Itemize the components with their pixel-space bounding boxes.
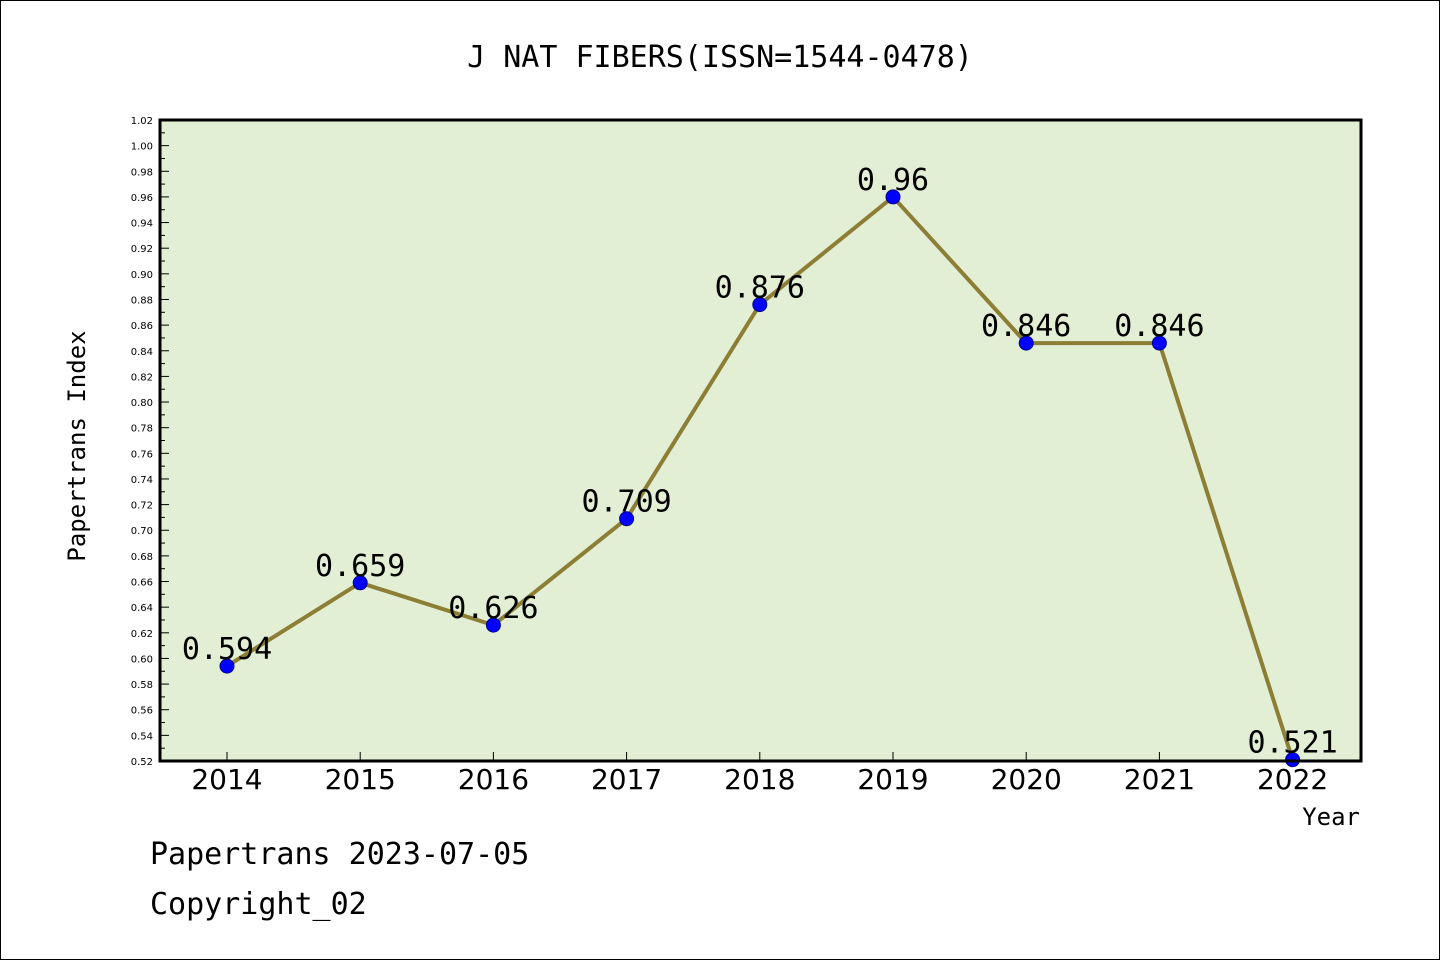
plot-border <box>158 118 1363 763</box>
data-point <box>1151 335 1167 351</box>
y-axis-ticks: 0.52 0.54 0.56 0.58 0.60 0.62 0.64 0.66 0.68 0.70… <box>131 116 169 768</box>
footer-date: Papertrans 2023-07-05 <box>150 837 529 872</box>
data-point <box>885 189 901 205</box>
x-axis-ticks: 2014 2015 2016 2017 2018 2019 2020 2021 2022 <box>191 752 1328 796</box>
series-line-group: 0.594 0.659 0.626 0.709 0.876 0.96 0.846 0.846 0… <box>182 163 1338 768</box>
chart-title: J NAT FIBERS(ISSN=1544-0478) <box>467 40 973 75</box>
data-point <box>352 575 368 591</box>
y-tick-label: 0.54 <box>131 731 153 742</box>
y-tick-label: 0.80 <box>131 398 153 409</box>
y-tick-label: 0.68 <box>131 552 153 563</box>
data-point <box>1018 335 1034 351</box>
x-tick-label: 2020 <box>991 763 1062 796</box>
x-tick-label: 2022 <box>1257 763 1328 796</box>
x-tick-label: 2018 <box>724 763 795 796</box>
x-tick-label: 2021 <box>1124 763 1195 796</box>
data-point <box>485 617 501 633</box>
data-label: 0.846 <box>981 309 1071 344</box>
y-tick-label: 0.64 <box>131 603 153 614</box>
data-label: 0.626 <box>448 591 538 626</box>
data-label: 0.709 <box>581 485 671 520</box>
y-tick-label: 0.88 <box>131 295 153 306</box>
x-axis-label: Year <box>1302 803 1360 831</box>
y-tick-label: 0.86 <box>131 321 153 332</box>
data-label: 0.659 <box>315 549 405 584</box>
y-tick-label: 1.00 <box>131 142 153 153</box>
y-tick-label: 0.74 <box>131 475 153 486</box>
data-point <box>619 511 635 527</box>
y-axis-label: Papertrans Index <box>63 330 91 561</box>
footer-copyright: Copyright_02 <box>150 887 367 922</box>
plot-area <box>160 120 1361 761</box>
y-tick-label: 0.90 <box>131 270 153 281</box>
data-label: 0.521 <box>1247 726 1337 761</box>
data-label: 0.846 <box>1114 309 1204 344</box>
y-tick-label: 0.84 <box>131 347 153 358</box>
data-label: 0.96 <box>857 163 929 198</box>
y-tick-label: 0.60 <box>131 654 153 665</box>
y-tick-label: 0.78 <box>131 424 153 435</box>
y-tick-label: 0.96 <box>131 193 153 204</box>
y-tick-label: 1.02 <box>131 116 153 127</box>
data-point <box>219 658 235 674</box>
data-label: 0.594 <box>182 632 272 667</box>
y-tick-label: 0.82 <box>131 372 153 383</box>
y-tick-label: 0.62 <box>131 629 153 640</box>
y-tick-label: 0.70 <box>131 526 153 537</box>
y-tick-label: 0.52 <box>131 757 153 768</box>
x-tick-label: 2016 <box>458 763 529 796</box>
y-tick-label: 0.56 <box>131 706 153 717</box>
y-tick-label: 0.58 <box>131 680 153 691</box>
y-tick-label: 0.76 <box>131 449 153 460</box>
x-tick-label: 2019 <box>857 763 928 796</box>
y-tick-label: 0.94 <box>131 219 153 230</box>
x-tick-label: 2017 <box>591 763 662 796</box>
data-label: 0.876 <box>715 271 805 306</box>
y-tick-label: 0.72 <box>131 501 153 512</box>
x-tick-label: 2015 <box>325 763 396 796</box>
x-tick-label: 2014 <box>191 763 262 796</box>
y-tick-label: 0.98 <box>131 167 153 178</box>
y-tick-label: 0.66 <box>131 578 153 589</box>
data-point <box>752 297 768 313</box>
y-tick-label: 0.92 <box>131 244 153 255</box>
